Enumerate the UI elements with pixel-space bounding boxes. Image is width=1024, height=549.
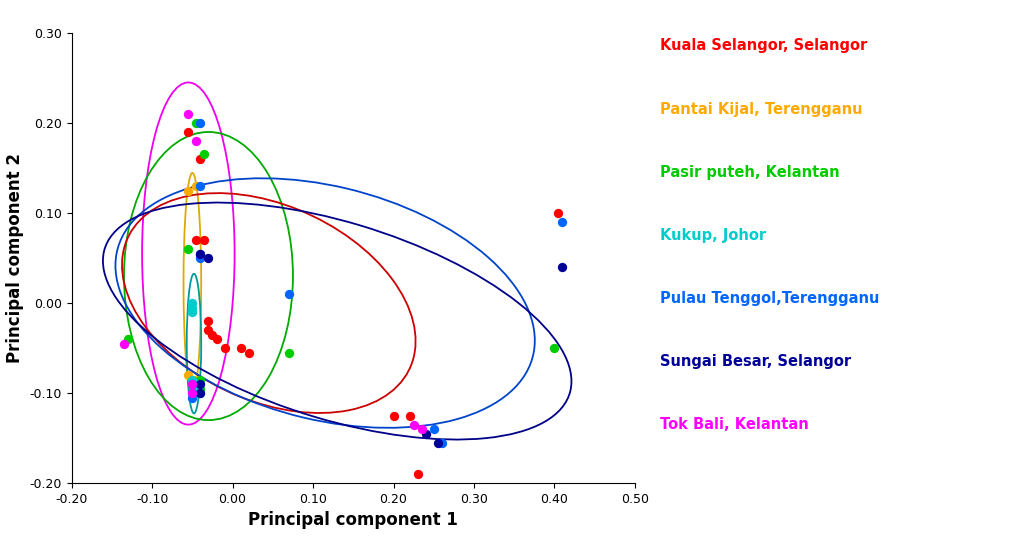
Point	[184, 307, 201, 316]
Point	[188, 375, 205, 384]
Point	[193, 119, 209, 127]
Point	[554, 262, 570, 271]
Point	[188, 236, 205, 244]
Point	[184, 393, 201, 402]
Point	[193, 249, 209, 258]
Point	[281, 348, 297, 357]
Point	[410, 470, 426, 479]
Point	[546, 344, 562, 352]
Text: Tok Bali, Kelantan: Tok Bali, Kelantan	[660, 417, 809, 432]
Point	[193, 389, 209, 397]
Point	[180, 186, 197, 195]
X-axis label: Principal component 1: Principal component 1	[249, 512, 458, 529]
Point	[193, 249, 209, 258]
Point	[193, 375, 209, 384]
Point	[406, 420, 422, 429]
Point	[197, 236, 213, 244]
Point	[241, 348, 257, 357]
Point	[116, 339, 132, 348]
Point	[188, 380, 205, 389]
Y-axis label: Principal component 2: Principal component 2	[6, 153, 24, 363]
Point	[201, 317, 217, 326]
Point	[426, 425, 442, 434]
Point	[180, 245, 197, 254]
Point	[232, 344, 249, 352]
Point	[208, 335, 224, 344]
Text: Pulau Tenggol,Terengganu: Pulau Tenggol,Terengganu	[660, 291, 880, 306]
Text: Sungai Besar, Selangor: Sungai Besar, Selangor	[660, 354, 852, 369]
Point	[201, 326, 217, 334]
Point	[188, 137, 205, 145]
Point	[193, 384, 209, 393]
Point	[180, 371, 197, 379]
Point	[188, 389, 205, 397]
Point	[401, 411, 418, 420]
Point	[193, 254, 209, 262]
Point	[281, 290, 297, 299]
Point	[180, 110, 197, 119]
Text: Pasir puteh, Kelantan: Pasir puteh, Kelantan	[660, 165, 840, 180]
Text: Pantai Kijal, Terengganu: Pantai Kijal, Terengganu	[660, 102, 863, 116]
Point	[193, 380, 209, 389]
Point	[385, 411, 401, 420]
Point	[193, 155, 209, 164]
Point	[184, 380, 201, 389]
Text: Kukup, Johor: Kukup, Johor	[660, 228, 767, 243]
Point	[184, 299, 201, 307]
Point	[184, 389, 201, 397]
Point	[184, 389, 201, 397]
Point	[180, 127, 197, 136]
Point	[193, 389, 209, 397]
Point	[184, 375, 201, 384]
Point	[193, 182, 209, 191]
Point	[188, 119, 205, 127]
Point	[184, 380, 201, 389]
Point	[188, 182, 205, 191]
Point	[430, 438, 446, 447]
Point	[216, 344, 232, 352]
Point	[201, 254, 217, 262]
Point	[554, 217, 570, 226]
Text: Kuala Selangor, Selangor: Kuala Selangor, Selangor	[660, 38, 867, 53]
Point	[414, 425, 430, 434]
Point	[120, 335, 136, 344]
Point	[418, 429, 434, 438]
Point	[550, 209, 566, 217]
Point	[184, 380, 201, 389]
Point	[184, 303, 201, 312]
Point	[197, 150, 213, 159]
Point	[184, 380, 201, 389]
Point	[205, 330, 221, 339]
Point	[184, 380, 201, 389]
Point	[433, 438, 450, 447]
